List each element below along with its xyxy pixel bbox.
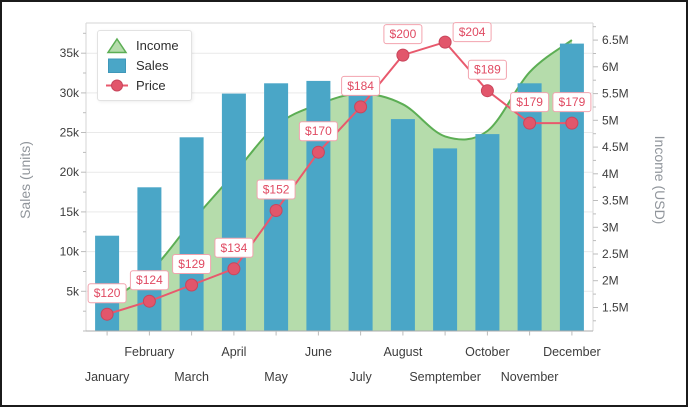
price-line	[106, 40, 572, 316]
price-point[interactable]	[142, 294, 156, 308]
left-tick-label: 35k	[60, 46, 80, 60]
price-label[interactable]: $152	[256, 179, 296, 200]
x-tick-label: April	[221, 345, 246, 359]
left-tick-label: 15k	[60, 205, 80, 219]
svg-text:$129: $129	[178, 257, 205, 271]
price-point[interactable]	[396, 48, 410, 62]
left-axis-title: Sales (units)	[17, 141, 33, 219]
svg-text:$204: $204	[459, 25, 486, 39]
price-label[interactable]: $189	[467, 59, 507, 80]
x-tick-label: December	[543, 345, 601, 359]
x-tick-label: January	[85, 370, 130, 384]
left-tick-label: 20k	[60, 165, 80, 179]
legend-item-sales[interactable]: Sales	[106, 56, 179, 75]
x-tick-label: May	[264, 370, 288, 384]
price-point[interactable]	[269, 204, 283, 217]
svg-text:$189: $189	[474, 63, 501, 77]
right-tick-label: 3.5M	[602, 194, 629, 208]
svg-text:$184: $184	[347, 79, 374, 93]
right-tick-label: 6.5M	[602, 33, 629, 47]
y-axis-left: 5k 10k 15k 20k 25k 30k 35k	[60, 32, 86, 332]
price-point[interactable]	[523, 116, 537, 130]
x-tick-label: June	[305, 345, 332, 359]
price-point[interactable]	[227, 262, 241, 276]
right-tick-label: 4M	[602, 167, 619, 181]
price-label[interactable]: $204	[452, 22, 492, 43]
price-point[interactable]	[100, 307, 114, 321]
legend-item-income[interactable]: Income	[106, 36, 179, 55]
right-tick-label: 6M	[602, 60, 619, 74]
price-label[interactable]: $179	[510, 92, 550, 113]
right-tick-label: 5M	[602, 113, 619, 127]
sales-bar[interactable]	[179, 137, 204, 331]
price-point[interactable]	[565, 116, 579, 130]
svg-text:$170: $170	[305, 124, 332, 138]
price-point[interactable]	[185, 278, 199, 292]
right-tick-label: 3M	[602, 220, 619, 234]
legend-label-price: Price	[136, 78, 166, 93]
y-axis-right: 1.5M 2M 2.5M 3M 3.5M 4M 4.5M 5M 5.5M 6M 6.5M	[593, 26, 629, 322]
sales-bar[interactable]	[137, 187, 162, 331]
income-area-marker-icon	[106, 37, 128, 54]
svg-text:$179: $179	[559, 95, 586, 109]
svg-text:$152: $152	[263, 183, 290, 197]
right-tick-label: 2M	[602, 274, 619, 288]
svg-text:$134: $134	[221, 241, 248, 255]
left-tick-label: 25k	[60, 126, 80, 140]
price-point[interactable]	[438, 35, 452, 49]
price-label[interactable]: $120	[87, 283, 127, 304]
plot-frame	[85, 22, 594, 331]
right-tick-label: 4.5M	[602, 140, 629, 154]
price-label[interactable]: $129	[172, 254, 212, 274]
left-tick-label: 5k	[66, 284, 80, 298]
legend-item-price[interactable]: Price	[106, 76, 179, 95]
price-label[interactable]: $200	[383, 24, 423, 45]
price-point[interactable]	[480, 84, 494, 98]
sales-bar[interactable]	[475, 134, 500, 331]
sales-bar[interactable]	[306, 80, 331, 332]
price-label[interactable]: $124	[129, 270, 169, 291]
svg-text:$124: $124	[136, 273, 163, 287]
x-tick-label: October	[465, 345, 509, 359]
x-tick-label: March	[174, 370, 209, 384]
sales-bar[interactable]	[221, 93, 246, 331]
sales-bar-marker-icon	[108, 58, 126, 73]
price-point[interactable]	[311, 145, 325, 159]
price-line-series	[100, 35, 579, 321]
legend-label-income: Income	[136, 38, 179, 53]
sales-bar[interactable]	[433, 148, 458, 331]
price-label[interactable]: $179	[552, 92, 592, 113]
svg-text:$179: $179	[516, 95, 543, 109]
svg-text:$200: $200	[390, 27, 417, 41]
left-tick-label: 10k	[60, 245, 80, 259]
axis-titles: Sales (units) Income (USD)	[17, 136, 668, 225]
right-tick-label: 1.5M	[602, 301, 629, 315]
sales-bar[interactable]	[390, 119, 415, 331]
legend-label-sales: Sales	[136, 58, 169, 73]
x-tick-label: July	[349, 370, 372, 384]
x-tick-label: August	[383, 345, 422, 359]
x-tick-label: February	[124, 345, 175, 359]
price-label[interactable]: $170	[298, 121, 338, 142]
svg-text:$120: $120	[94, 286, 121, 300]
price-labels: $120 $124 $129 $134 $152 $170 $184 $200 $204 $189…	[87, 22, 592, 304]
x-tick-label: November	[501, 370, 559, 384]
right-tick-label: 2.5M	[602, 247, 629, 261]
left-tick-label: 30k	[60, 86, 80, 100]
price-line-marker-icon	[106, 79, 128, 92]
sales-bar[interactable]	[348, 92, 373, 332]
price-label[interactable]: $134	[214, 237, 254, 258]
price-label[interactable]: $184	[341, 75, 381, 96]
x-axis: January February March April May June July Augu…	[85, 330, 601, 384]
x-tick-label: Semptember	[409, 370, 481, 384]
price-point[interactable]	[354, 100, 368, 114]
sales-bar[interactable]	[559, 43, 584, 331]
right-tick-label: 5.5M	[602, 87, 629, 101]
right-axis-title: Income (USD)	[652, 136, 668, 225]
chart-legend: Income Sales Price	[97, 30, 192, 101]
